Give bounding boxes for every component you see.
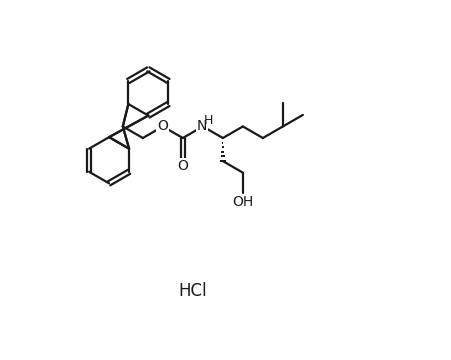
Text: O: O: [157, 120, 168, 134]
Text: O: O: [177, 159, 188, 173]
Text: OH: OH: [232, 195, 253, 209]
Text: HCl: HCl: [178, 282, 207, 300]
Text: H: H: [203, 114, 213, 127]
Text: N: N: [197, 119, 207, 133]
